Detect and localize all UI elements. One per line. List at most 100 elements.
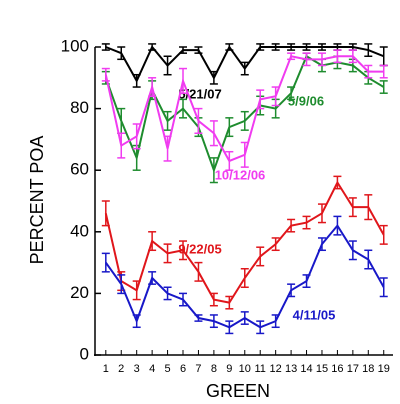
error-bar — [117, 274, 126, 295]
error-bar — [179, 292, 188, 307]
x-tick-label: 10 — [239, 363, 251, 375]
error-bar — [148, 77, 157, 98]
error-bar — [132, 123, 141, 150]
y-tick-label: 100 — [61, 36, 89, 55]
x-tick-label: 5 — [165, 363, 171, 375]
error-bar — [287, 283, 296, 298]
error-bar — [287, 218, 296, 233]
error-bar — [364, 194, 373, 221]
x-tick-label: 13 — [285, 363, 297, 375]
x-tick-label: 9 — [226, 363, 232, 375]
error-bar — [194, 314, 203, 322]
y-tick-label: 40 — [70, 221, 89, 240]
error-bar — [209, 292, 218, 307]
error-bar — [132, 314, 141, 329]
error-bar — [302, 52, 311, 67]
error-bar — [148, 231, 157, 252]
error-bar — [379, 64, 388, 79]
error-bar — [240, 61, 249, 76]
y-tick-label: 20 — [70, 283, 89, 302]
error-bar — [333, 215, 342, 236]
error-bar — [225, 320, 234, 335]
error-bar — [302, 43, 311, 51]
error-bar — [256, 89, 265, 110]
error-bar — [271, 314, 280, 329]
series-label: 9/22/05 — [178, 241, 221, 256]
error-bar — [179, 240, 188, 261]
error-bar — [194, 46, 203, 54]
error-bar — [225, 43, 234, 51]
x-tick-label: 6 — [180, 363, 186, 375]
error-bar — [163, 55, 172, 76]
y-axis-label: PERCENT POA — [27, 136, 47, 265]
x-tick-label: 14 — [300, 363, 312, 375]
x-tick-label: 4 — [149, 363, 155, 375]
error-bar — [317, 203, 326, 224]
error-bar — [287, 43, 296, 51]
error-bar — [379, 80, 388, 94]
error-bar — [209, 70, 218, 85]
error-bar — [240, 141, 249, 168]
error-bar — [148, 271, 157, 285]
error-bar — [101, 200, 110, 227]
x-tick-label: 8 — [211, 363, 217, 375]
error-bar — [271, 43, 280, 51]
error-bar — [333, 175, 342, 190]
series-label: 5/9/06 — [288, 93, 324, 108]
error-bar — [302, 215, 311, 230]
error-bar — [163, 243, 172, 264]
error-bar — [194, 261, 203, 282]
x-tick-label: 3 — [134, 363, 140, 375]
error-bar — [179, 98, 188, 119]
error-bar — [194, 107, 203, 134]
error-bar — [240, 110, 249, 131]
error-bar — [225, 150, 234, 171]
series-label: 10/12/06 — [215, 167, 266, 182]
y-tick-label: 60 — [70, 160, 89, 179]
x-tick-label: 18 — [362, 363, 374, 375]
y-tick-label: 0 — [80, 344, 89, 363]
error-bar — [225, 117, 234, 138]
error-bar — [240, 311, 249, 325]
x-tick-label: 19 — [378, 363, 390, 375]
x-tick-label: 17 — [347, 363, 359, 375]
x-tick-label: 15 — [316, 363, 328, 375]
error-bar — [364, 249, 373, 270]
x-tick-label: 1 — [103, 363, 109, 375]
x-tick-label: 2 — [118, 363, 124, 375]
error-bar — [256, 43, 265, 51]
error-bar — [163, 110, 172, 131]
error-bar — [117, 46, 126, 61]
x-axis-label: GREEN — [206, 381, 270, 401]
error-bar — [256, 320, 265, 335]
error-bar — [117, 132, 126, 159]
error-bar — [179, 67, 188, 94]
error-bar — [163, 286, 172, 301]
error-bar — [179, 46, 188, 54]
error-bar — [132, 73, 141, 88]
error-bar — [379, 277, 388, 298]
x-tick-label: 16 — [331, 363, 343, 375]
error-bar — [364, 43, 373, 57]
x-tick-label: 11 — [255, 363, 266, 375]
error-bar — [379, 46, 388, 67]
error-bar — [379, 224, 388, 245]
error-bar — [348, 240, 357, 261]
error-bar — [333, 49, 342, 64]
error-bar — [132, 280, 141, 301]
error-bar — [271, 237, 280, 252]
error-bar — [101, 43, 110, 51]
error-bar — [101, 252, 110, 273]
error-bar — [317, 237, 326, 252]
error-bar — [348, 49, 357, 64]
error-bar — [348, 197, 357, 218]
error-bar — [209, 120, 218, 147]
x-tick-label: 7 — [195, 363, 201, 375]
error-bar — [287, 86, 296, 101]
error-bar — [209, 157, 218, 184]
error-bar — [302, 274, 311, 288]
error-bar — [317, 52, 326, 67]
error-bar — [271, 86, 280, 107]
error-bar — [209, 314, 218, 329]
